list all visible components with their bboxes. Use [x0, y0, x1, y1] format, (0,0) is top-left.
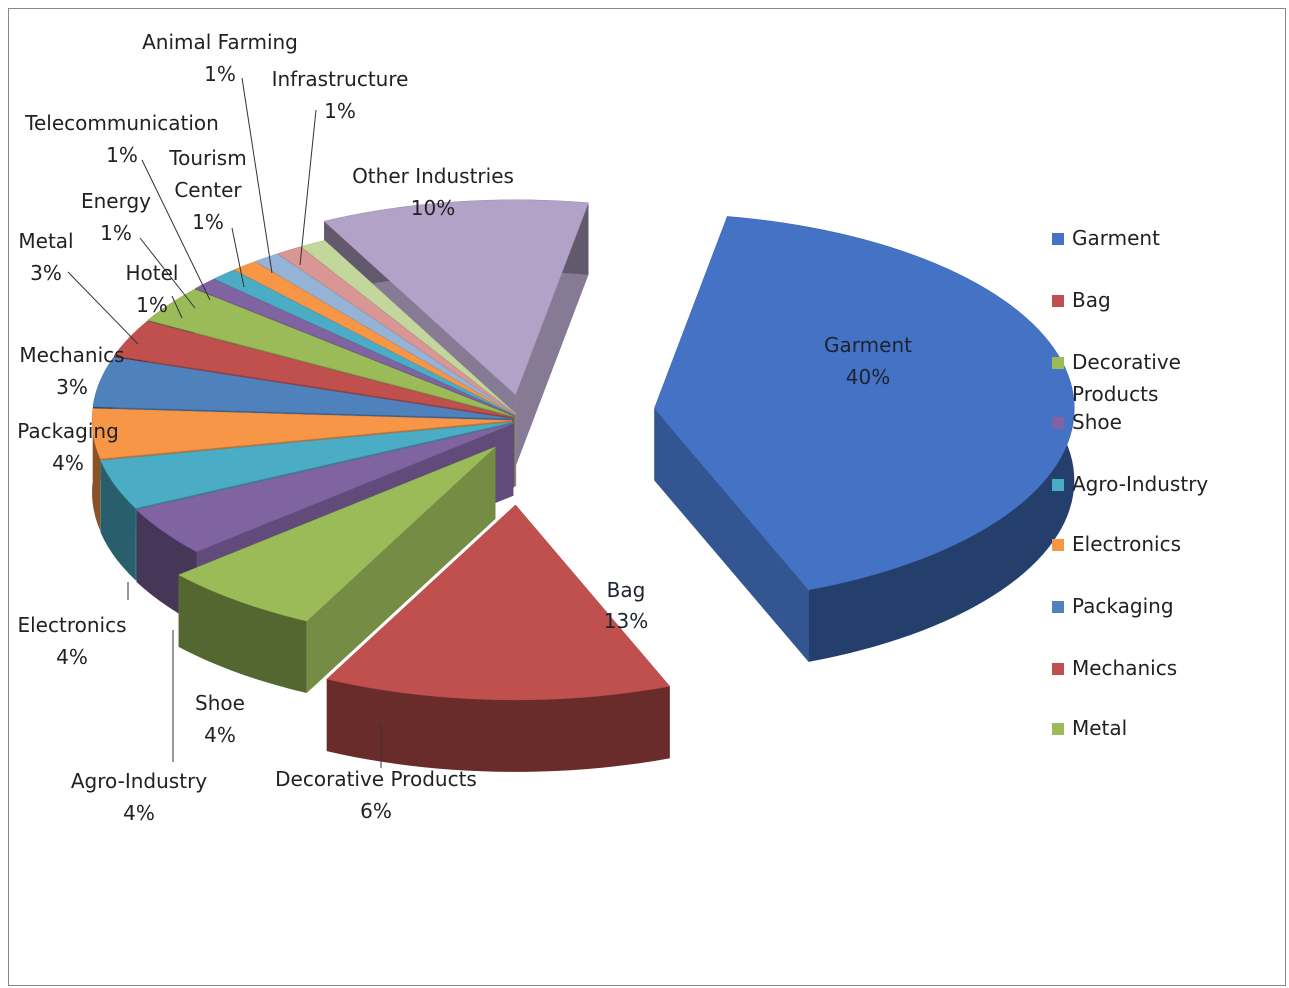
data-label-hotel: Hotel 1% — [126, 261, 183, 319]
svg-text:Decorative Products: Decorative Products — [275, 767, 477, 791]
data-label-animal-farming: Animal Farming 1% — [142, 30, 298, 274]
svg-text:4%: 4% — [52, 451, 84, 475]
data-label-bag: Bag 13% — [604, 578, 648, 633]
svg-text:Mechanics: Mechanics — [19, 343, 124, 367]
legend-swatch — [1052, 723, 1064, 735]
svg-text:3%: 3% — [30, 261, 62, 285]
legend-swatch — [1052, 601, 1064, 613]
svg-text:Packaging: Packaging — [17, 419, 119, 443]
legend-label: Bag — [1072, 288, 1111, 312]
svg-text:Infrastructure: Infrastructure — [272, 67, 409, 91]
legend-swatch — [1052, 417, 1064, 429]
data-label-agro-industry: Agro-Industry 4% — [71, 630, 207, 825]
legend-label: Garment — [1072, 226, 1160, 250]
pie-slice-garment — [654, 216, 1075, 662]
svg-text:Hotel: Hotel — [126, 261, 179, 285]
legend-item-shoe: Shoe — [1052, 406, 1262, 438]
svg-text:10%: 10% — [411, 196, 455, 220]
data-label-shoe: Shoe 4% — [195, 691, 245, 747]
legend-label: Decorative Products — [1072, 350, 1181, 406]
legend-label: Shoe — [1072, 410, 1122, 434]
svg-text:Agro-Industry: Agro-Industry — [71, 769, 207, 793]
pie-slice-bag — [326, 504, 671, 772]
svg-text:1%: 1% — [100, 221, 132, 245]
svg-text:Center: Center — [174, 178, 242, 202]
svg-text:1%: 1% — [324, 99, 356, 123]
data-label-tourism-center: Tourism Center 1% — [168, 146, 247, 288]
legend-item-electronics: Electronics — [1052, 528, 1262, 560]
data-label-packaging: Packaging 4% — [17, 419, 119, 475]
svg-text:Garment: Garment — [824, 333, 912, 357]
data-label-telecommunication: Telecommunication 1% — [24, 111, 219, 301]
svg-text:40%: 40% — [846, 365, 890, 389]
data-label-energy: Energy 1% — [81, 189, 196, 309]
legend-item-agro-industry: Agro-Industry — [1052, 468, 1262, 500]
legend-item-metal: Metal — [1052, 712, 1262, 744]
svg-text:Bag: Bag — [607, 578, 646, 602]
svg-text:4%: 4% — [123, 801, 155, 825]
data-label-infrastructure: Infrastructure 1% — [272, 67, 409, 266]
svg-text:1%: 1% — [204, 62, 236, 86]
data-label-decorative-products: Decorative Products 6% — [275, 724, 477, 823]
legend-label: Metal — [1072, 716, 1128, 740]
legend-item-packaging: Packaging — [1052, 590, 1262, 622]
svg-text:Energy: Energy — [81, 189, 151, 213]
legend-swatch — [1052, 295, 1064, 307]
svg-text:Electronics: Electronics — [17, 613, 126, 637]
data-label-metal: Metal 3% — [18, 229, 139, 345]
svg-text:Metal: Metal — [18, 229, 73, 253]
svg-text:13%: 13% — [604, 609, 648, 633]
legend-label: Mechanics — [1072, 656, 1178, 680]
legend-item-decorative-products: Decorative Products — [1052, 346, 1262, 410]
legend-item-bag: Bag — [1052, 284, 1262, 316]
data-label-garment: Garment 40% — [824, 333, 912, 389]
svg-text:1%: 1% — [106, 143, 138, 167]
svg-text:4%: 4% — [56, 645, 88, 669]
legend-swatch — [1052, 357, 1064, 369]
pie-slice-decorative-products — [178, 446, 496, 694]
legend-item-garment: Garment — [1052, 222, 1262, 254]
svg-text:Shoe: Shoe — [195, 691, 245, 715]
svg-text:6%: 6% — [360, 799, 392, 823]
legend-item-mechanics: Mechanics — [1052, 652, 1262, 684]
svg-text:1%: 1% — [192, 210, 224, 234]
legend-swatch — [1052, 479, 1064, 491]
data-label-electronics: Electronics 4% — [17, 582, 129, 669]
legend-label: Electronics — [1072, 532, 1182, 556]
legend-swatch — [1052, 539, 1064, 551]
svg-text:Other Industries: Other Industries — [352, 164, 514, 188]
legend-swatch — [1052, 663, 1064, 675]
data-label-other-industries: Other Industries 10% — [352, 164, 514, 220]
data-label-mechanics: Mechanics 3% — [19, 343, 124, 399]
legend-label: Agro-Industry — [1072, 472, 1209, 496]
svg-text:Animal Farming: Animal Farming — [142, 30, 298, 54]
svg-text:Tourism: Tourism — [168, 146, 246, 170]
svg-text:Telecommunication: Telecommunication — [24, 111, 219, 135]
svg-text:1%: 1% — [136, 293, 168, 317]
legend-label: Packaging — [1072, 594, 1174, 618]
svg-text:3%: 3% — [56, 375, 88, 399]
svg-text:4%: 4% — [204, 723, 236, 747]
legend-swatch — [1052, 233, 1064, 245]
